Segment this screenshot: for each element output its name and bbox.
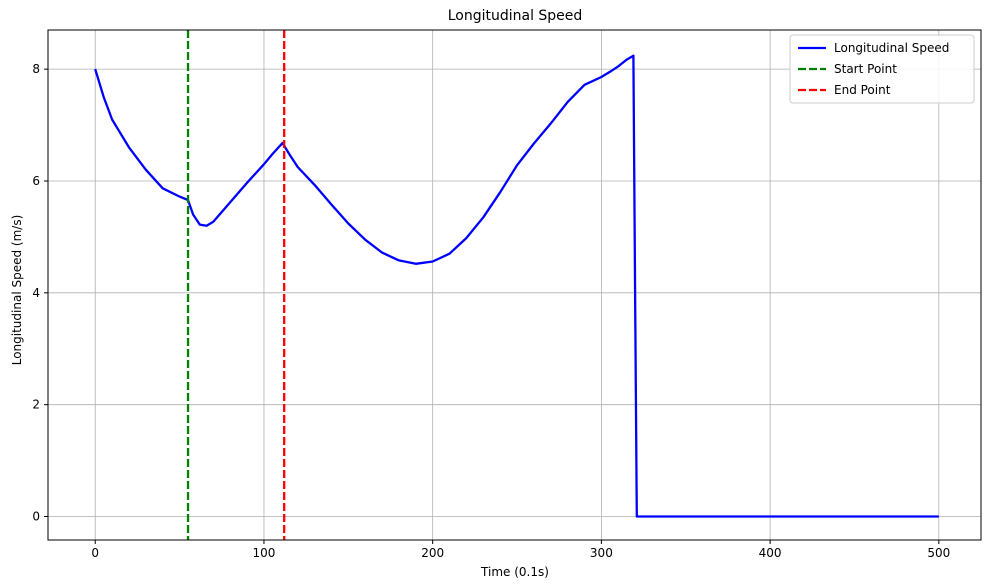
x-tick-label: 400 [759,546,782,560]
y-tick-label: 4 [32,286,40,300]
series-line-0 [94,54,939,518]
legend-box [789,34,975,104]
legend-label-0: Longitudinal Speed [834,41,949,55]
x-tick-label: 500 [927,546,950,560]
y-tick-label: 8 [32,62,40,76]
axes-frame [47,29,982,541]
legend-label-2: End Point [834,83,891,97]
y-axis-label: Longitudinal Speed (m/s) [10,215,24,366]
chart-title: Longitudinal Speed [448,8,583,24]
y-tick-label: 6 [32,174,40,188]
y-tick-label: 2 [32,398,40,412]
grid [48,30,981,540]
x-tick-label: 100 [253,546,276,560]
axes: 0 100 200 300 400 500 0 2 4 6 8 [32,29,982,560]
legend-label-1: Start Point [834,62,897,76]
x-tick-label: 300 [590,546,613,560]
x-tick-label: 0 [91,546,99,560]
plot-content [94,30,939,540]
legend: Longitudinal Speed Start Point End Point [789,34,975,104]
x-tick-label: 200 [421,546,444,560]
y-tick-label: 0 [32,510,40,524]
x-axis-label: Time (0.1s) [480,565,549,579]
